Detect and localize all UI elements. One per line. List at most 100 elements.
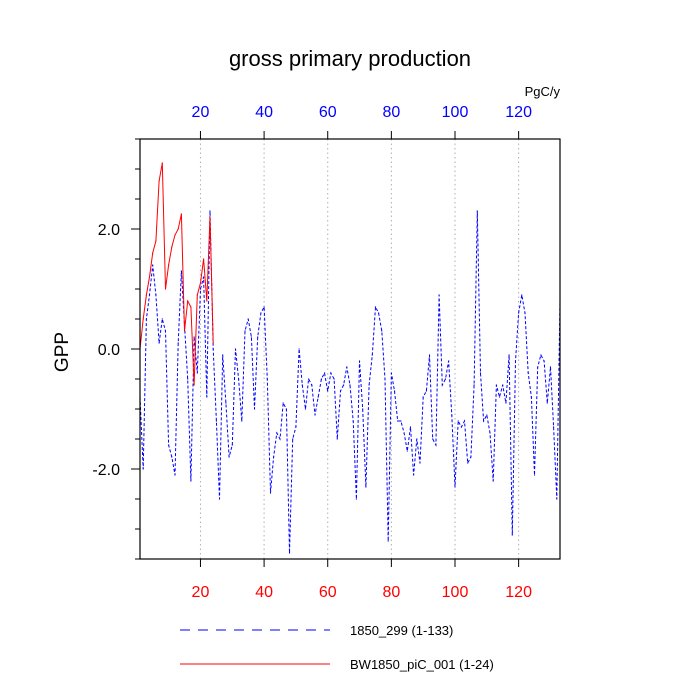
- data-point: [527, 372, 529, 374]
- data-point: [346, 366, 348, 368]
- data-point: [304, 408, 307, 410]
- data-point: [193, 384, 195, 386]
- data-point: [199, 282, 202, 284]
- data-point: [212, 342, 214, 344]
- data-point: [390, 372, 392, 374]
- data-point: [196, 294, 198, 296]
- data-point: [323, 372, 326, 374]
- data-point: [266, 378, 268, 380]
- data-point: [483, 420, 485, 422]
- data-point: [441, 384, 443, 386]
- data-point: [330, 372, 332, 374]
- data-point: [187, 378, 189, 380]
- data-point: [314, 414, 316, 416]
- data-point: [403, 432, 405, 434]
- x-tick-label-bottom: 80: [382, 584, 400, 601]
- data-point: [514, 360, 517, 362]
- data-point: [209, 216, 211, 218]
- data-point: [212, 348, 214, 350]
- data-point: [152, 264, 154, 266]
- y-tick-label: 2.0: [98, 222, 120, 239]
- data-point: [435, 444, 437, 446]
- data-point: [158, 342, 160, 344]
- data-point: [209, 210, 211, 212]
- data-point: [374, 306, 377, 308]
- x-tick-label-bottom: 60: [319, 584, 337, 601]
- data-point: [155, 240, 157, 242]
- data-point: [463, 420, 466, 422]
- plot-series: [139, 162, 561, 554]
- series-line-bw1850-pic-001-1-24: [139, 162, 214, 386]
- data-point: [495, 384, 497, 386]
- data-point: [183, 330, 186, 332]
- data-point: [381, 330, 383, 332]
- data-point: [556, 498, 558, 500]
- data-point: [400, 420, 402, 422]
- data-point: [521, 294, 523, 296]
- data-point: [489, 432, 491, 434]
- data-point: [502, 384, 504, 386]
- data-point: [152, 252, 154, 254]
- data-point: [336, 438, 338, 440]
- x-tick-label-bottom: 40: [255, 584, 273, 601]
- data-point: [168, 264, 170, 266]
- data-point: [492, 480, 494, 482]
- data-point: [253, 408, 256, 410]
- data-point: [327, 390, 329, 392]
- data-point: [355, 498, 357, 500]
- x-tick-label-bottom: 20: [192, 584, 210, 601]
- data-point: [540, 354, 542, 356]
- data-point: [164, 288, 167, 290]
- data-point: [486, 414, 488, 416]
- data-point: [301, 384, 303, 386]
- data-point: [508, 354, 510, 356]
- data-point: [276, 432, 278, 434]
- data-point: [161, 318, 163, 320]
- data-point: [524, 312, 526, 314]
- units-label: PgC/y: [525, 84, 561, 99]
- x-tick-label-bottom: 100: [442, 584, 469, 601]
- data-point: [279, 438, 281, 440]
- data-point: [362, 408, 364, 410]
- data-point: [505, 402, 507, 404]
- data-point: [155, 294, 157, 296]
- data-point: [553, 426, 555, 428]
- data-point: [317, 396, 319, 398]
- data-point: [413, 474, 415, 476]
- data-point: [260, 312, 262, 314]
- data-point: [409, 426, 412, 428]
- data-point: [311, 384, 313, 386]
- data-point: [422, 396, 424, 398]
- data-point: [473, 384, 475, 386]
- data-point: [257, 336, 259, 338]
- data-point: [308, 378, 310, 380]
- axis-ticks: [131, 131, 520, 567]
- data-point: [231, 444, 233, 446]
- data-point: [295, 426, 297, 428]
- data-point: [174, 474, 176, 476]
- data-point: [358, 360, 361, 362]
- data-point: [428, 354, 431, 356]
- data-point: [438, 294, 440, 296]
- legend: 1850_299 (1-133) BW1850_piC_001 (1-24): [180, 623, 494, 672]
- data-point: [457, 420, 459, 422]
- data-point: [228, 456, 230, 458]
- data-point: [164, 330, 167, 332]
- data-point: [241, 420, 243, 422]
- data-point: [225, 402, 227, 404]
- data-point: [298, 348, 300, 350]
- data-point: [387, 540, 389, 542]
- data-point: [543, 360, 545, 362]
- data-point: [368, 384, 370, 386]
- x-tick-label-top: 60: [319, 104, 337, 121]
- chart-title: gross primary production: [229, 46, 471, 71]
- data-point: [343, 384, 345, 386]
- grid-lines: [199, 139, 520, 559]
- data-point: [161, 162, 163, 164]
- data-point: [479, 372, 482, 374]
- data-point: [397, 420, 399, 422]
- y-axis-label: GPP: [52, 332, 73, 372]
- data-point: [190, 480, 192, 482]
- data-point: [180, 213, 182, 215]
